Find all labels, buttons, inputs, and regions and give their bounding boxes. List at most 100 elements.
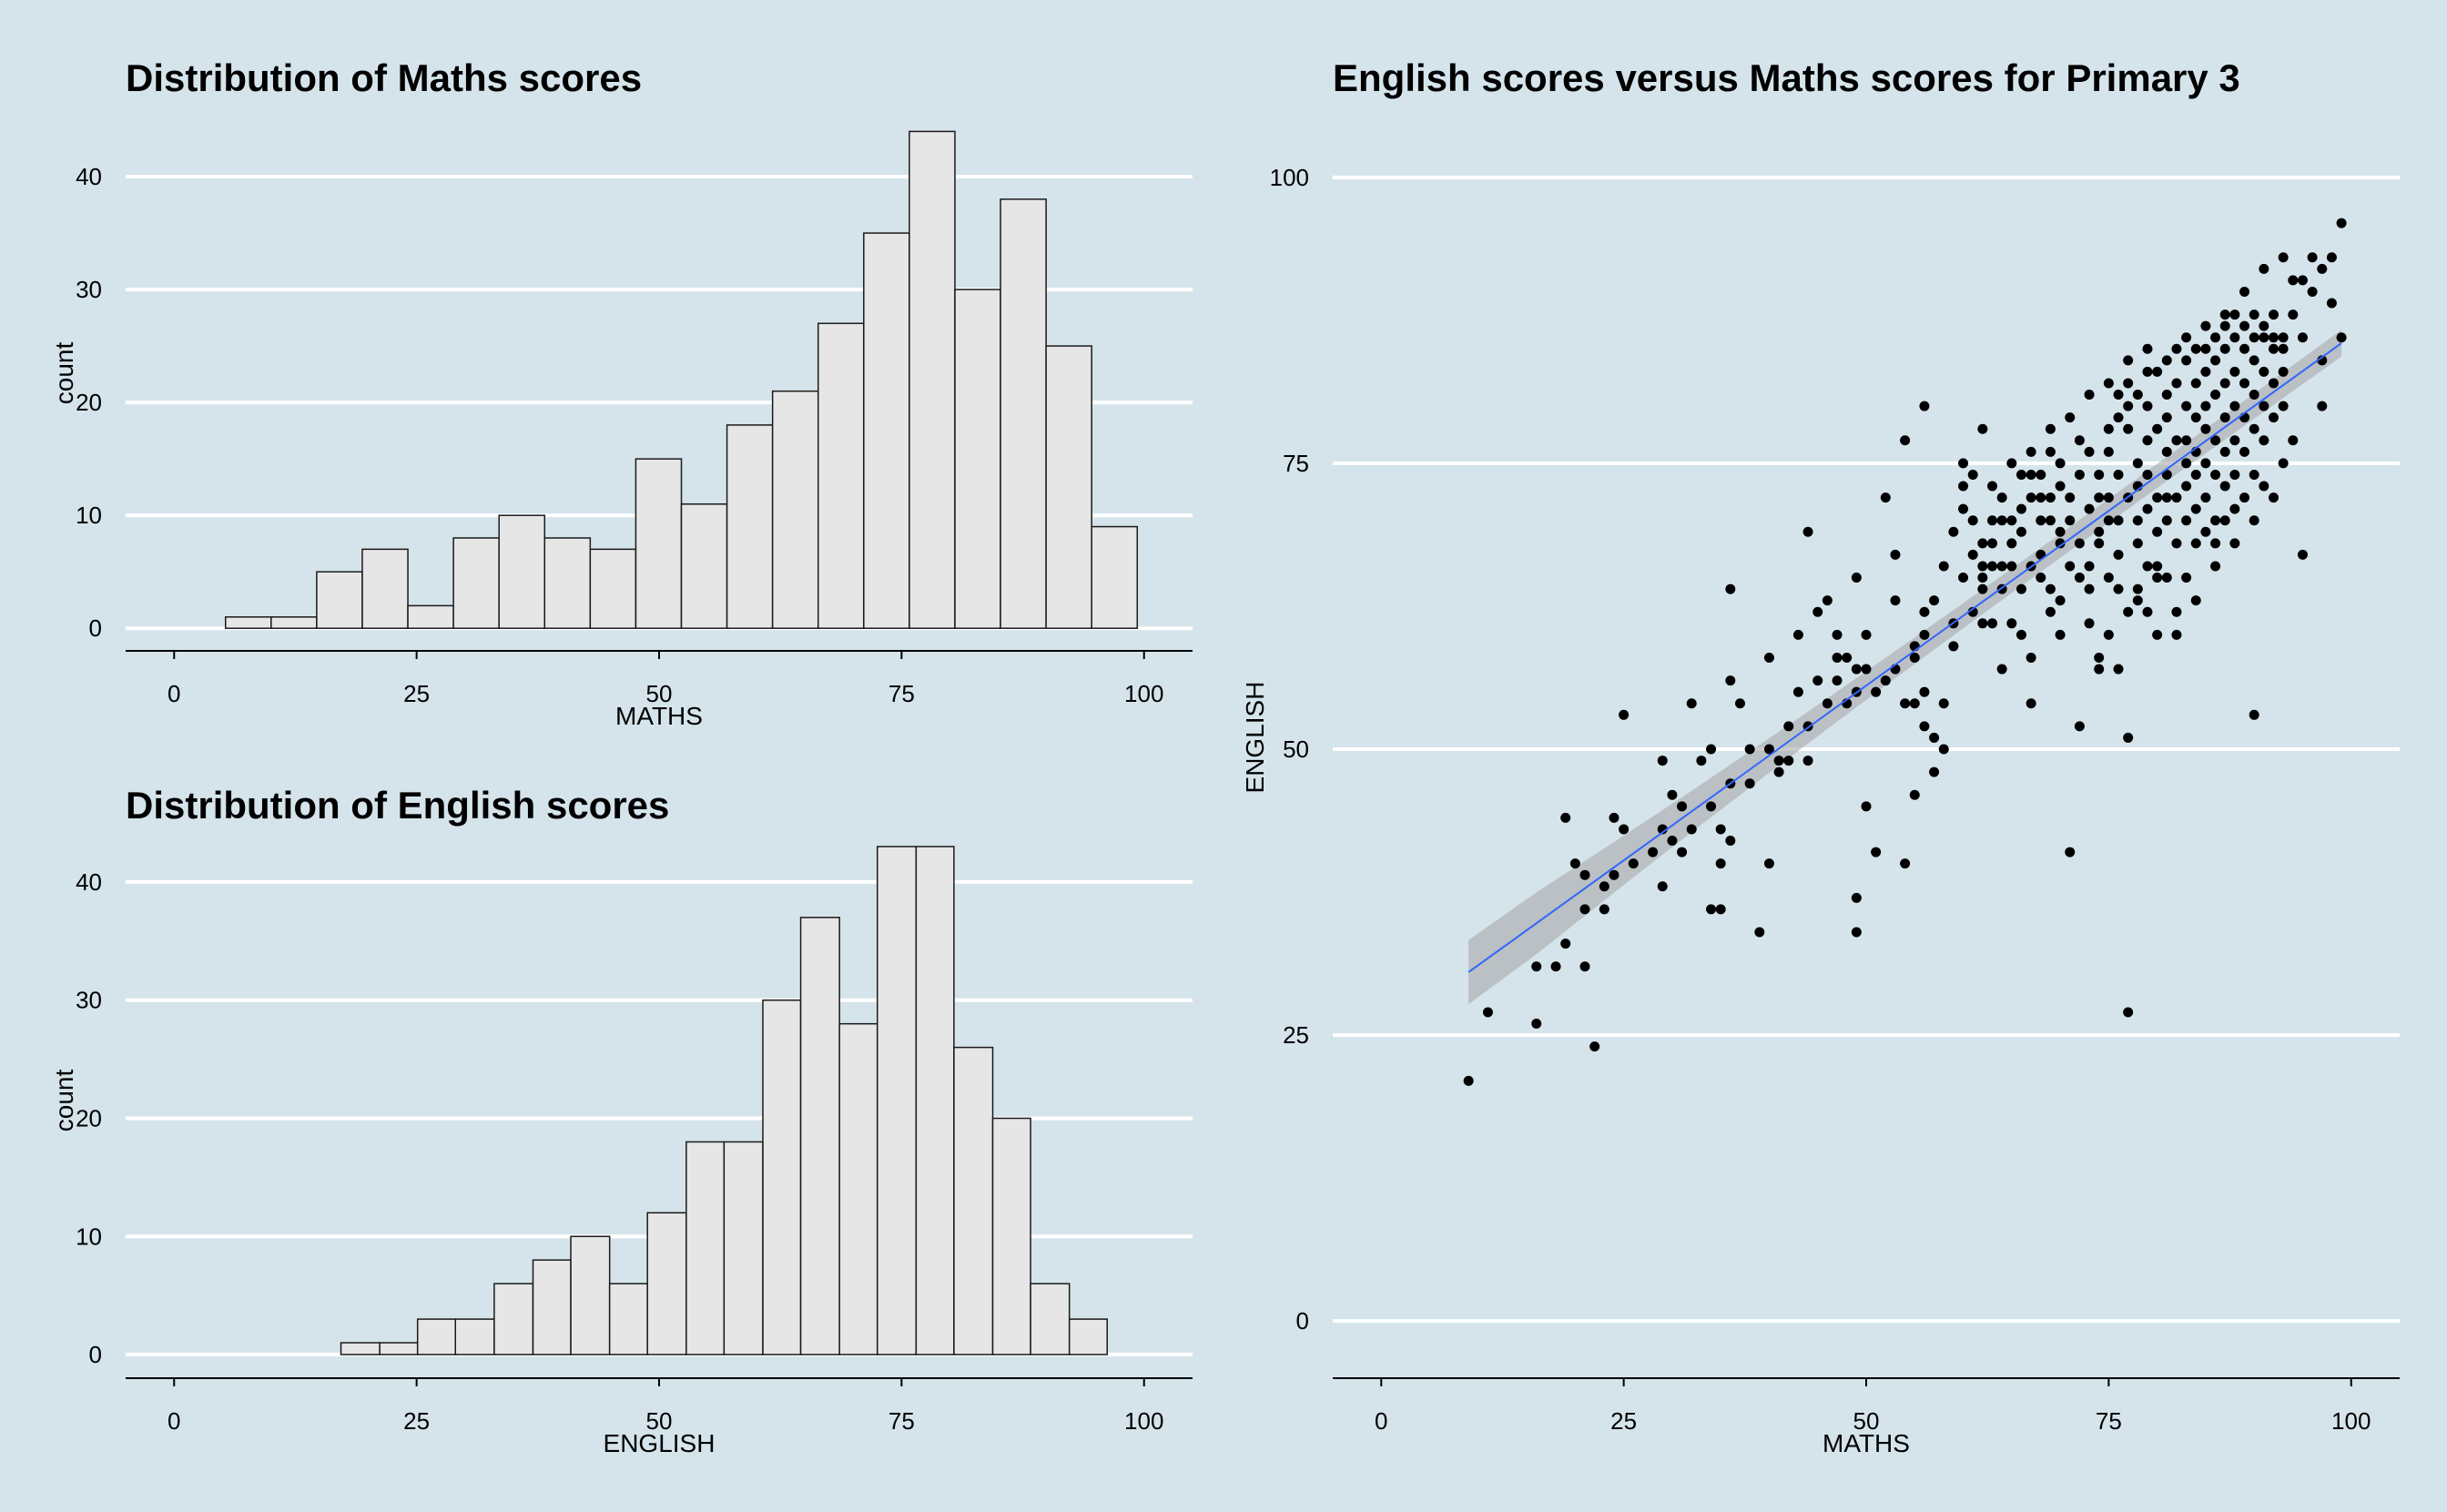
- scatter-point: [2171, 435, 2182, 446]
- maths-histogram-bar: [726, 424, 774, 629]
- scatter-y-tick-label: 50: [1283, 736, 1309, 763]
- english-histogram-bar: [646, 1212, 687, 1355]
- english-histogram-bar: [454, 1318, 495, 1355]
- scatter-point: [2288, 310, 2299, 320]
- maths-y-axis-label: count: [50, 342, 78, 405]
- english-x-tick-label: 100: [1124, 1407, 1163, 1435]
- scatter-point: [2123, 606, 2134, 617]
- scatter-point: [2297, 275, 2308, 286]
- scatter-point: [2132, 595, 2143, 606]
- english-x-tick-label: 50: [646, 1407, 673, 1435]
- scatter-point: [2113, 390, 2124, 401]
- scatter-point: [2259, 435, 2269, 446]
- scatter-point: [2142, 401, 2153, 411]
- english-histogram-bar: [1068, 1318, 1108, 1355]
- scatter-point: [2219, 412, 2230, 423]
- scatter-point: [1861, 801, 1872, 812]
- english-histogram-bar: [799, 917, 840, 1355]
- scatter-point: [1463, 1075, 1474, 1086]
- scatter-point: [1948, 641, 1959, 652]
- scatter-point: [2094, 538, 2105, 549]
- scatter-point: [2278, 343, 2289, 354]
- scatter-point: [2045, 515, 2056, 526]
- maths-histogram-bar: [1000, 198, 1047, 629]
- scatter-point: [2268, 343, 2279, 354]
- scatter-point: [2278, 366, 2289, 377]
- scatter-point: [2015, 526, 2026, 537]
- scatter-point: [2229, 401, 2240, 411]
- english-histogram-panel: Distribution of English scores 0 25 50 75 10…: [50, 784, 1193, 1457]
- scatter-point: [1909, 698, 1920, 709]
- scatter-point: [2219, 320, 2230, 331]
- scatter-point: [2055, 458, 2066, 469]
- scatter-point: [1686, 698, 1697, 709]
- english-histogram-bar: [838, 1022, 878, 1355]
- scatter-point: [2094, 652, 2105, 663]
- scatter-point: [2055, 595, 2066, 606]
- scatter-point: [2181, 355, 2192, 366]
- english-histogram-bar: [762, 999, 802, 1355]
- scatter-point: [1919, 606, 1930, 617]
- scatter-point: [1706, 744, 1717, 755]
- scatter-point: [1880, 675, 1891, 686]
- english-histogram-bar: [876, 846, 918, 1355]
- scatter-point: [2336, 332, 2347, 343]
- scatter-point: [2219, 343, 2230, 354]
- scatter-point: [2113, 412, 2124, 423]
- scatter-point: [2317, 355, 2328, 366]
- scatter-point: [2278, 332, 2289, 343]
- scatter-point: [2074, 538, 2085, 549]
- scatter-point: [2190, 595, 2201, 606]
- scatter-point: [1890, 595, 1901, 606]
- scatter-point: [1677, 847, 1688, 857]
- maths-x-tick-label: 0: [168, 680, 180, 707]
- scatter-point: [2142, 561, 2153, 572]
- scatter-point: [2210, 390, 2221, 401]
- scatter-point: [2123, 423, 2134, 434]
- scatter-point: [2229, 469, 2240, 480]
- maths-histogram-title: Distribution of Maths scores: [126, 56, 642, 99]
- english-histogram-bar: [991, 1117, 1031, 1355]
- scatter-point: [1996, 492, 2007, 503]
- scatter-point: [2006, 515, 2017, 526]
- maths-histogram-bar: [361, 548, 409, 629]
- scatter-point: [2171, 492, 2182, 503]
- scatter-point: [2074, 573, 2085, 583]
- scatter-point: [1715, 824, 1726, 835]
- scatter-point: [2181, 573, 2192, 583]
- maths-histogram-bar: [589, 548, 637, 629]
- scatter-point: [1967, 606, 1978, 617]
- maths-histogram-bar: [224, 616, 272, 629]
- scatter-point: [2055, 481, 2066, 492]
- english-y-tick-label: 40: [76, 868, 102, 896]
- scatter-point: [2326, 298, 2337, 309]
- scatter-point: [1967, 469, 1978, 480]
- scatter-point: [2317, 263, 2328, 274]
- scatter-point: [2123, 732, 2134, 743]
- scatter-point: [1909, 789, 1920, 800]
- scatter-point: [2152, 366, 2163, 377]
- scatter-point: [2161, 390, 2172, 401]
- scatter-point: [2084, 503, 2095, 514]
- scatter-point: [1686, 824, 1697, 835]
- scatter-point: [2259, 263, 2269, 274]
- scatter-point: [2259, 481, 2269, 492]
- scatter-point: [1861, 629, 1872, 640]
- scatter-point: [2103, 446, 2114, 457]
- scatter-point: [1938, 561, 1949, 572]
- maths-histogram-bar: [543, 537, 592, 629]
- english-histogram-bar: [416, 1318, 457, 1355]
- english-histogram-bar: [379, 1342, 419, 1355]
- scatter-point: [1783, 721, 1794, 732]
- scatter-point: [1569, 858, 1580, 869]
- scatter-point: [2288, 275, 2299, 286]
- scatter-point: [1900, 698, 1911, 709]
- scatter-point: [2181, 515, 2192, 526]
- scatter-x-tick-label: 50: [1853, 1407, 1880, 1435]
- scatter-point: [2297, 332, 2308, 343]
- scatter-point: [1812, 675, 1823, 686]
- english-histogram-bar: [570, 1235, 611, 1355]
- scatter-point: [1589, 1041, 1600, 1052]
- english-histogram-bar: [608, 1283, 648, 1355]
- scatter-point: [2190, 503, 2201, 514]
